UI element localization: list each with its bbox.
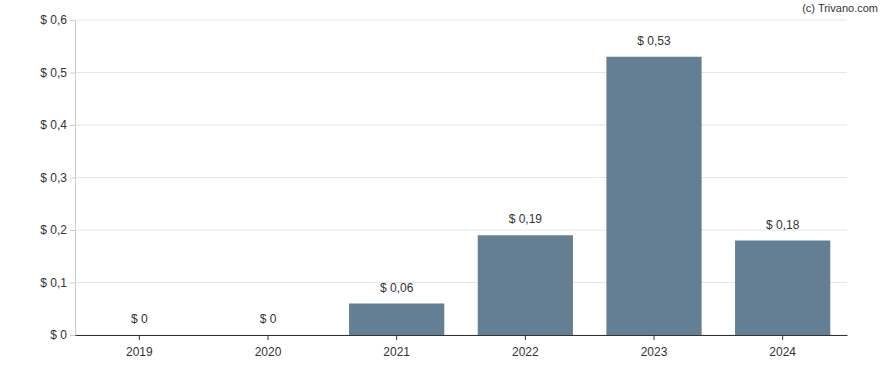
bar: [349, 304, 444, 336]
x-tick-label: 2024: [769, 345, 796, 359]
data-label: $ 0,06: [380, 281, 414, 295]
x-tick-mark: [396, 335, 397, 340]
y-tick-mark: [70, 230, 75, 231]
grid-line: [75, 20, 847, 21]
y-tick: $ 0: [50, 328, 75, 342]
y-tick-mark: [70, 73, 75, 74]
y-tick-mark: [70, 335, 75, 336]
x-axis: 2019 2020 2021 2022 2023 2024: [76, 335, 848, 359]
x-tick: 2021: [383, 335, 410, 359]
chart: $ 0 $ 0,1 $ 0,2 $ 0,3 $ 0,4 $ 0,5 $ 0,6 2019 202…: [0, 0, 888, 370]
x-tick: 2023: [641, 335, 668, 359]
x-tick-label: 2022: [512, 345, 539, 359]
y-tick-label: $ 0,6: [40, 13, 67, 27]
x-axis-line: [76, 335, 848, 336]
data-labels: $ 0 $ 0 $ 0,06 $ 0,19 $ 0,53 $ 0,18: [131, 34, 800, 326]
x-tick-label: 2019: [126, 345, 153, 359]
x-tick-mark: [139, 335, 140, 340]
y-axis-line: [75, 21, 76, 336]
y-tick-label: $ 0,3: [40, 171, 67, 185]
data-label: $ 0,19: [509, 212, 543, 226]
bar: [220, 335, 315, 336]
y-tick: $ 0,5: [40, 66, 75, 80]
y-tick-mark: [70, 125, 75, 126]
grid-line: [75, 125, 847, 126]
annotation: (c) Trivano.com: [802, 2, 878, 14]
y-tick-label: $ 0: [50, 328, 67, 342]
x-tick-mark: [525, 335, 526, 340]
data-label: $ 0,53: [637, 34, 671, 48]
y-tick-label: $ 0,5: [40, 66, 67, 80]
grid-line: [75, 177, 847, 178]
y-tick: $ 0,6: [40, 13, 75, 27]
x-tick-label: 2023: [641, 345, 668, 359]
y-tick-label: $ 0,4: [40, 118, 67, 132]
x-tick-mark: [782, 335, 783, 340]
data-label: $ 0: [131, 312, 148, 326]
y-tick: $ 0,1: [40, 276, 75, 290]
y-tick-label: $ 0,1: [40, 276, 67, 290]
bar: [606, 57, 701, 335]
x-tick-mark: [654, 335, 655, 340]
y-tick: $ 0,2: [40, 223, 75, 237]
x-tick: 2019: [126, 335, 153, 359]
y-axis: $ 0 $ 0,1 $ 0,2 $ 0,3 $ 0,4 $ 0,5 $ 0,6: [40, 13, 75, 342]
y-tick: $ 0,4: [40, 118, 75, 132]
x-tick: 2020: [255, 335, 282, 359]
x-tick-mark: [268, 335, 269, 340]
y-tick-mark: [70, 283, 75, 284]
data-label: $ 0,18: [766, 218, 800, 232]
grid-line: [75, 335, 847, 336]
data-label: $ 0: [260, 312, 277, 326]
bars: [349, 57, 830, 335]
y-tick: $ 0,3: [40, 171, 75, 185]
grid: [75, 20, 847, 335]
y-tick-mark: [70, 178, 75, 179]
bar: [478, 235, 573, 335]
x-tick: 2022: [512, 335, 539, 359]
grid-line: [75, 282, 847, 283]
bar: [92, 335, 187, 336]
y-tick-mark: [70, 20, 75, 21]
x-tick-label: 2020: [255, 345, 282, 359]
grid-line: [75, 72, 847, 73]
bar: [735, 241, 830, 336]
x-tick: 2024: [769, 335, 796, 359]
grid-line: [75, 230, 847, 231]
x-tick-label: 2021: [383, 345, 410, 359]
y-tick-label: $ 0,2: [40, 223, 67, 237]
